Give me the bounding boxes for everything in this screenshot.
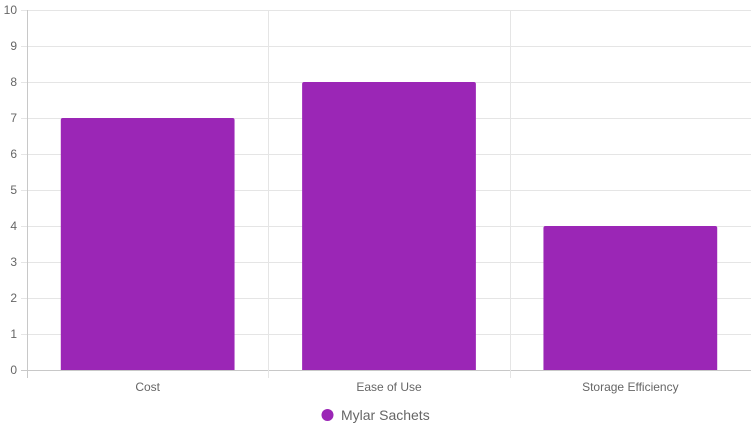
y-tick-label: 8 bbox=[10, 75, 17, 89]
y-tick-label: 6 bbox=[10, 147, 17, 161]
y-tick-label: 5 bbox=[10, 183, 17, 197]
legend-swatch bbox=[321, 409, 334, 421]
x-tick-label: Ease of Use bbox=[356, 380, 422, 394]
x-axis-ticks: Cost Ease of Use Storage Efficiency bbox=[135, 380, 678, 394]
x-tick-label: Cost bbox=[135, 380, 160, 394]
y-tick-label: 3 bbox=[10, 255, 17, 269]
legend-label: Mylar Sachets bbox=[341, 407, 430, 423]
y-tick-label: 2 bbox=[10, 291, 17, 305]
bar-storage-efficiency[interactable] bbox=[543, 226, 718, 370]
bar-ease-of-use[interactable] bbox=[302, 82, 476, 370]
y-axis-ticks: 0 1 2 3 4 5 6 7 8 9 10 bbox=[4, 3, 18, 377]
y-tick-label: 0 bbox=[10, 363, 17, 377]
y-tick-label: 7 bbox=[10, 111, 17, 125]
bar-series bbox=[60, 82, 718, 370]
legend[interactable]: Mylar Sachets bbox=[321, 407, 430, 423]
bar-cost[interactable] bbox=[60, 118, 235, 370]
y-tick-label: 4 bbox=[10, 219, 17, 233]
y-tick-label: 1 bbox=[10, 327, 17, 341]
x-tick-label: Storage Efficiency bbox=[582, 380, 679, 394]
y-tick-label: 10 bbox=[4, 3, 18, 17]
y-tick-label: 9 bbox=[10, 39, 17, 53]
